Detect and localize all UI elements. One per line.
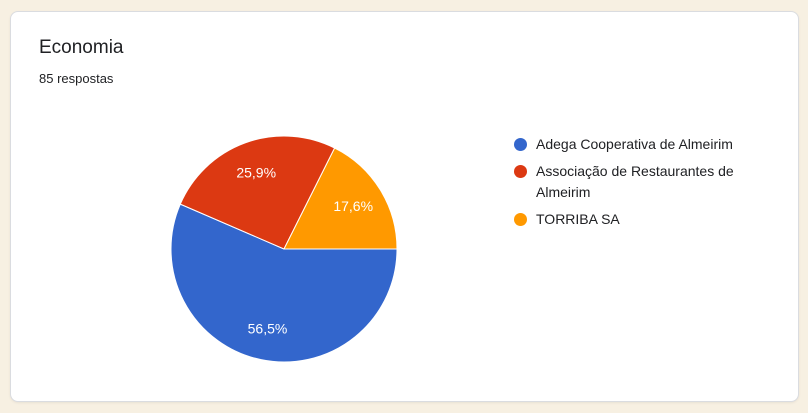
pie-slice-0[interactable]	[170, 203, 398, 363]
pie-chart: 56,5% 25,9% 17,6%	[170, 135, 398, 363]
legend-label: Associação de Restaurantes de Almeirim	[536, 163, 734, 200]
legend-item: Associação de Restaurantes de Almeirim	[514, 161, 784, 203]
legend-swatch-icon	[514, 165, 527, 178]
responses-count: 85 respostas	[39, 71, 114, 86]
pie-slice-percent-label: 25,9%	[236, 164, 276, 180]
pie-slice-percent-label: 17,6%	[333, 198, 373, 214]
pie-slice-percent-label: 56,5%	[248, 321, 288, 337]
legend-swatch-icon	[514, 213, 527, 226]
summary-card: Economia 85 respostas 56,5% 25,9% 17,6% Ad…	[10, 11, 799, 402]
legend-item: TORRIBA SA	[514, 209, 784, 230]
legend-label: TORRIBA SA	[536, 211, 620, 227]
pie-slice-1[interactable]	[179, 135, 336, 250]
legend-label: Adega Cooperativa de Almeirim	[536, 136, 733, 152]
legend-item: Adega Cooperativa de Almeirim	[514, 134, 784, 155]
legend-swatch-icon	[514, 138, 527, 151]
question-title: Economia	[39, 37, 124, 58]
chart-legend: Adega Cooperativa de Almeirim Associação …	[514, 134, 784, 236]
pie-slice-2[interactable]	[283, 147, 398, 250]
